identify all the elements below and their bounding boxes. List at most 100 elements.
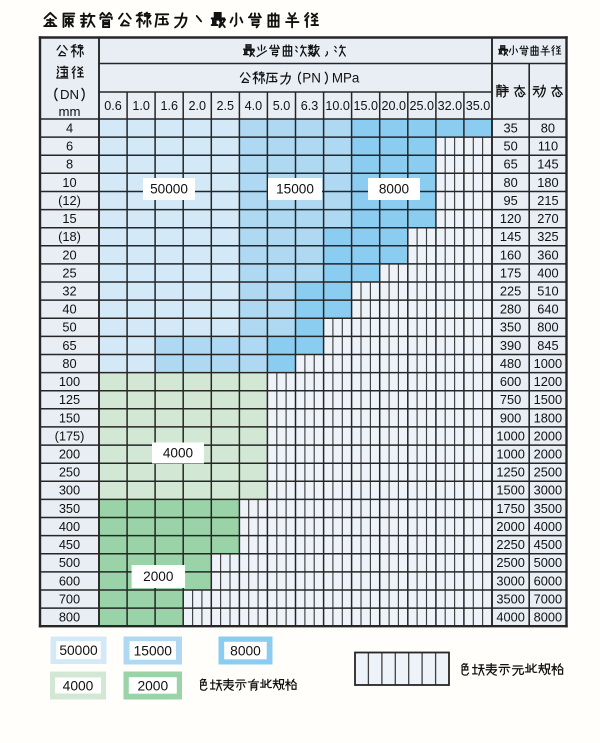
svg-text:5.0: 5.0 [273, 99, 291, 113]
svg-text:250: 250 [59, 465, 80, 480]
svg-text:400: 400 [537, 265, 558, 280]
svg-text:4000: 4000 [63, 678, 94, 693]
svg-text:80: 80 [503, 175, 517, 190]
svg-text:270: 270 [537, 211, 558, 226]
svg-text:180: 180 [537, 175, 558, 190]
svg-text:1.6: 1.6 [160, 99, 178, 113]
svg-text:510: 510 [537, 284, 558, 299]
svg-text:20: 20 [62, 247, 76, 262]
svg-text:35.0: 35.0 [466, 99, 491, 113]
svg-text:15.0: 15.0 [353, 99, 378, 113]
svg-text:40: 40 [62, 302, 76, 317]
svg-text:50000: 50000 [59, 643, 98, 658]
svg-text:32: 32 [62, 284, 76, 299]
svg-text:2000: 2000 [496, 519, 524, 534]
svg-text:35: 35 [503, 121, 517, 136]
svg-text:2500: 2500 [496, 555, 524, 570]
svg-text:3500: 3500 [496, 591, 524, 606]
svg-text:(175): (175) [55, 428, 85, 443]
svg-text:145: 145 [500, 229, 521, 244]
svg-text:95: 95 [503, 193, 517, 208]
svg-text:32.0: 32.0 [438, 99, 463, 113]
svg-text:4000: 4000 [163, 445, 194, 460]
svg-text:1000: 1000 [496, 447, 524, 462]
svg-text:2000: 2000 [534, 428, 562, 443]
svg-text:325: 325 [537, 229, 558, 244]
svg-text:500: 500 [59, 555, 80, 570]
svg-text:25.0: 25.0 [410, 99, 435, 113]
svg-text:900: 900 [500, 410, 521, 425]
svg-text:(12): (12) [58, 193, 81, 208]
svg-text:15000: 15000 [134, 643, 173, 658]
svg-text:2250: 2250 [496, 537, 524, 552]
svg-text:1500: 1500 [496, 483, 524, 498]
svg-text:640: 640 [537, 302, 558, 317]
svg-text:8: 8 [66, 157, 73, 172]
svg-text:145: 145 [537, 157, 558, 172]
svg-text:360: 360 [537, 247, 558, 262]
svg-text:50000: 50000 [150, 181, 188, 196]
svg-text:175: 175 [500, 265, 521, 280]
svg-text:4.0: 4.0 [245, 99, 263, 113]
svg-text:120: 120 [500, 211, 521, 226]
svg-text:2000: 2000 [137, 678, 168, 693]
svg-text:800: 800 [59, 610, 80, 625]
svg-text:10: 10 [62, 175, 76, 190]
svg-text:390: 390 [500, 338, 521, 353]
svg-text:2000: 2000 [143, 569, 174, 584]
svg-text:MPa: MPa [332, 71, 360, 86]
svg-text:750: 750 [500, 392, 521, 407]
svg-text:4000: 4000 [534, 519, 562, 534]
svg-text:845: 845 [537, 338, 558, 353]
svg-text:50: 50 [62, 320, 76, 335]
svg-text:1000: 1000 [496, 428, 524, 443]
svg-text:700: 700 [59, 591, 80, 606]
svg-text:15: 15 [62, 211, 76, 226]
svg-text:200: 200 [59, 447, 80, 462]
svg-text:400: 400 [59, 519, 80, 534]
svg-text:450: 450 [59, 537, 80, 552]
svg-text:0.6: 0.6 [104, 99, 122, 113]
svg-text:215: 215 [537, 193, 558, 208]
svg-text:125: 125 [59, 392, 80, 407]
svg-text:80: 80 [541, 121, 555, 136]
svg-text:3000: 3000 [534, 483, 562, 498]
svg-text:7000: 7000 [534, 591, 562, 606]
svg-text:6: 6 [66, 139, 73, 154]
svg-text:8000: 8000 [379, 181, 410, 196]
svg-text:3000: 3000 [496, 573, 524, 588]
svg-text:150: 150 [59, 410, 80, 425]
svg-text:800: 800 [537, 320, 558, 335]
svg-text:8000: 8000 [230, 643, 261, 658]
svg-text:1500: 1500 [534, 392, 562, 407]
svg-text:6.3: 6.3 [301, 99, 319, 113]
svg-text:20.0: 20.0 [382, 99, 407, 113]
svg-text:350: 350 [500, 320, 521, 335]
svg-text:600: 600 [59, 573, 80, 588]
svg-text:PN: PN [302, 71, 321, 86]
svg-text:100: 100 [59, 374, 80, 389]
svg-text:1000: 1000 [534, 356, 562, 371]
svg-text:25: 25 [62, 265, 76, 280]
svg-text:350: 350 [59, 501, 80, 516]
svg-text:1.0: 1.0 [132, 99, 150, 113]
svg-text:1800: 1800 [534, 410, 562, 425]
svg-text:65: 65 [62, 338, 76, 353]
svg-text:50: 50 [503, 139, 517, 154]
svg-text:5000: 5000 [534, 555, 562, 570]
svg-text:(18): (18) [58, 229, 81, 244]
svg-text:1750: 1750 [496, 501, 524, 516]
svg-text:2.0: 2.0 [188, 99, 206, 113]
svg-text:6000: 6000 [534, 573, 562, 588]
svg-text:4: 4 [66, 121, 73, 136]
svg-text:280: 280 [500, 302, 521, 317]
svg-text:1200: 1200 [534, 374, 562, 389]
svg-text:160: 160 [500, 247, 521, 262]
svg-text:2000: 2000 [534, 447, 562, 462]
svg-text:8000: 8000 [534, 610, 562, 625]
svg-text:2500: 2500 [534, 465, 562, 480]
svg-text:110: 110 [538, 139, 558, 154]
svg-text:1250: 1250 [496, 465, 524, 480]
svg-text:225: 225 [500, 284, 521, 299]
svg-text:80: 80 [62, 356, 76, 371]
